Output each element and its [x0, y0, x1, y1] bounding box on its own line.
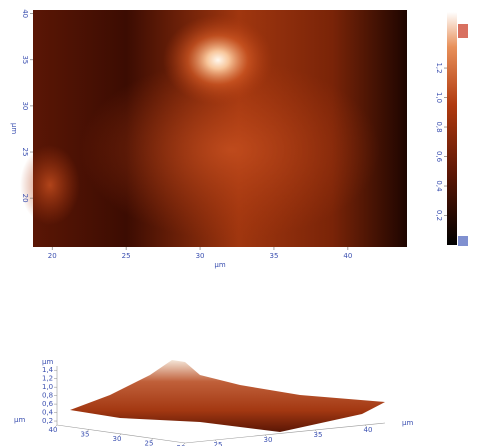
heatmap-image [20, 10, 407, 247]
colorbar-min-box [458, 236, 468, 246]
y-tick-label: 30 [264, 436, 273, 444]
x-axis-label: µm [14, 416, 25, 424]
x-tick-label: 25 [145, 440, 154, 446]
y-tick-label: 30 [21, 101, 29, 110]
z-tick-label: 1,0 [42, 383, 53, 391]
y-tick-label: 20 [21, 194, 29, 203]
x-tick-label: 25 [122, 252, 131, 260]
colorbar-tick-label: 1,2 [435, 62, 443, 73]
y-tick-label: 35 [314, 431, 323, 439]
z-tick-label: 0,2 [42, 417, 53, 425]
x-tick-label: 30 [196, 252, 205, 260]
y-tick-label: 40 [364, 426, 373, 434]
y-tick-label: 25 [214, 441, 223, 446]
z-tick-label: 0,6 [42, 400, 54, 408]
x-tick-label: 40 [343, 252, 352, 260]
colorbar-tick-label: 1,0 [435, 92, 443, 103]
x-tick-label: 40 [49, 426, 58, 434]
y-tick-label: 35 [21, 55, 29, 64]
afm-view: 2025303540µm2025303540µm0,20,40,60,81,01… [0, 0, 480, 446]
y-axis-label: µm [402, 419, 413, 427]
y-tick-label: 25 [21, 148, 29, 157]
colorbar-max-box [458, 24, 468, 38]
surface [70, 360, 385, 432]
z-tick-label: 0,8 [42, 392, 53, 400]
y-axis-label: µm [10, 123, 18, 134]
colorbar-tick-label: 0,6 [435, 151, 443, 163]
colorbar-tick-label: 0,8 [435, 121, 443, 132]
z-tick-label: 1,2 [42, 375, 53, 383]
x-tick-label: 20 [48, 252, 57, 260]
z-tick-label: 0,4 [42, 409, 54, 417]
x-axis-label: µm [214, 261, 225, 269]
x-tick-label: 35 [81, 431, 90, 439]
colorbar [447, 12, 457, 245]
x-tick-label: 30 [113, 435, 122, 443]
colorbar-tick-label: 0,2 [435, 210, 443, 221]
z-axis-label: µm [42, 358, 53, 366]
y-tick-label: 40 [21, 9, 29, 18]
colorbar-tick-label: 0,4 [435, 180, 443, 192]
z-tick-label: 1,4 [42, 366, 54, 374]
x-tick-label: 35 [269, 252, 278, 260]
